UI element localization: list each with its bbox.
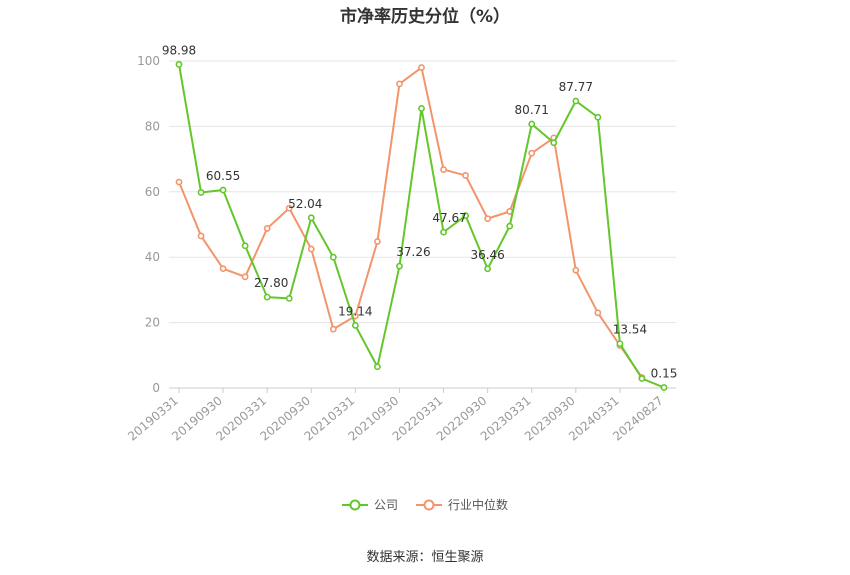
- data-point-series-1: [219, 265, 227, 273]
- data-point-series-0: [329, 253, 337, 261]
- data-point-series-0: [396, 262, 403, 270]
- data-point-series-0: [594, 113, 602, 121]
- data-point-series-1: [572, 266, 580, 274]
- data-label: 47.67: [432, 211, 466, 225]
- data-label: 87.77: [559, 80, 593, 94]
- y-tick-label: 20: [145, 316, 160, 330]
- data-label: 36.46: [470, 248, 504, 262]
- data-point-series-0: [638, 375, 646, 382]
- data-point-series-0: [418, 105, 425, 112]
- legend-industry-median-icon: [416, 499, 442, 510]
- data-point-series-1: [528, 149, 536, 157]
- data-point-series-1: [594, 309, 602, 317]
- data-label: 27.80: [254, 276, 288, 290]
- source-note: 数据来源：恒生聚源: [366, 550, 484, 565]
- data-label: 98.98: [162, 43, 196, 57]
- data-point-series-1: [263, 225, 271, 232]
- data-point-series-0: [219, 186, 227, 194]
- data-point-series-1: [396, 80, 403, 88]
- data-label: 60.55: [206, 169, 240, 183]
- data-point-series-0: [528, 120, 536, 128]
- data-point-series-0: [506, 222, 514, 230]
- data-point-series-0: [285, 295, 293, 302]
- y-tick-label: 60: [145, 185, 160, 199]
- y-tick-label: 100: [137, 54, 160, 68]
- data-point-series-1: [484, 215, 492, 223]
- data-point-series-1: [241, 273, 249, 281]
- y-tick-label: 40: [145, 250, 160, 264]
- data-point-series-0: [175, 60, 183, 68]
- chart-title: 市净率历史分位（%）: [339, 7, 511, 27]
- data-point-series-1: [440, 166, 447, 173]
- legend: 公司 行业中位数: [0, 496, 850, 513]
- data-point-series-0: [351, 322, 359, 329]
- legend-industry-median-label: 行业中位数: [448, 498, 509, 512]
- data-point-series-0: [197, 189, 205, 196]
- data-point-series-0: [307, 214, 315, 222]
- grid-layer: [169, 60, 676, 324]
- legend-item-industry-median[interactable]: 行业中位数: [416, 496, 508, 513]
- legend-item-company[interactable]: 公司: [341, 496, 398, 513]
- data-label-layer: 98.98 60.55 27.80 52.04 19.14 37.26 47.67 36.46…: [162, 43, 678, 380]
- data-label: 0.15: [651, 367, 678, 381]
- data-point-series-1: [307, 245, 315, 253]
- data-label: 13.54: [613, 323, 647, 337]
- data-point-series-0: [616, 340, 624, 348]
- data-point-series-0: [462, 212, 469, 220]
- legend-company-icon: [341, 499, 368, 510]
- data-point-series-1: [374, 238, 381, 245]
- data-point-series-0: [660, 384, 668, 391]
- data-point-series-0: [440, 228, 447, 236]
- data-point-series-0: [550, 139, 558, 147]
- y-tick-label: 80: [145, 119, 160, 133]
- data-point-series-0: [263, 293, 271, 301]
- y-tick-label: 0: [152, 381, 160, 395]
- data-point-series-1: [329, 325, 337, 333]
- data-point-series-1: [197, 232, 205, 240]
- data-point-series-0: [241, 242, 249, 250]
- data-point-series-0: [572, 97, 580, 105]
- data-label: 80.71: [515, 103, 549, 117]
- series-line-0: [178, 64, 665, 389]
- data-label: 37.26: [396, 245, 430, 259]
- legend-company-label: 公司: [373, 498, 398, 512]
- data-point-series-1: [418, 64, 425, 71]
- data-point-series-1: [175, 178, 183, 186]
- data-point-series-1: [462, 172, 469, 179]
- series-layer: [175, 60, 668, 391]
- data-point-series-1: [285, 204, 293, 212]
- series-line-1: [178, 66, 643, 379]
- data-label: 52.04: [288, 197, 322, 211]
- data-point-series-0: [484, 265, 492, 273]
- line-chart: 0204060801002019033120190930202003312020…: [125, 43, 678, 443]
- data-label: 19.14: [338, 304, 372, 318]
- data-point-series-0: [374, 363, 381, 371]
